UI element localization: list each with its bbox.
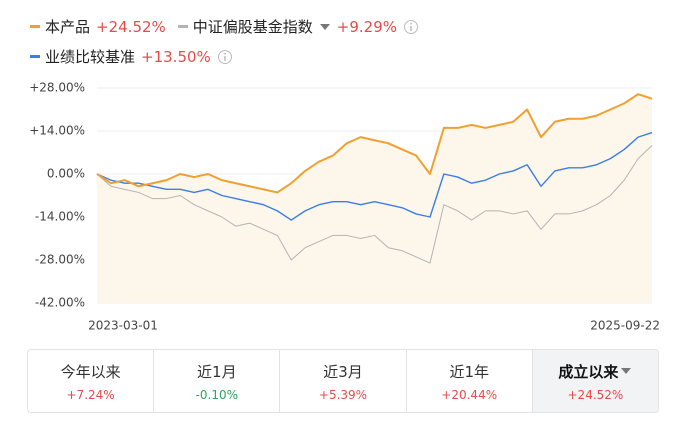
- legend-name: 中证偏股基金指数: [192, 18, 313, 36]
- period-tab[interactable]: 近3月 +5.39%: [280, 350, 407, 412]
- legend-swatch: [177, 25, 188, 28]
- period-tab[interactable]: 近1月 -0.10%: [154, 350, 281, 412]
- legend-return: +24.52%: [96, 17, 166, 36]
- legend-name: 本产品: [45, 18, 91, 36]
- period-tabs: 今年以来 +7.24% 近1月 -0.10% 近3月 +5.39% 近1年 +20.44% 成立…: [27, 349, 659, 413]
- tab-label: 近3月: [323, 361, 363, 382]
- legend-row: 业绩比较基准 +13.50%: [30, 46, 245, 67]
- legend-name: 业绩比较基准: [45, 48, 136, 66]
- legend-item: 业绩比较基准 +13.50%: [30, 46, 233, 67]
- tab-return: -0.10%: [195, 387, 239, 402]
- tab-label-text: 近3月: [323, 362, 363, 381]
- legend-return: +13.50%: [141, 47, 211, 66]
- tab-return: +24.52%: [567, 387, 624, 402]
- y-tick-label: -42.00%: [35, 296, 85, 310]
- y-tick-label: +14.00%: [29, 124, 85, 138]
- series-line: [96, 93, 653, 194]
- legend-item: 本产品 +24.52%: [30, 16, 166, 37]
- legend-swatch: [30, 55, 40, 58]
- legend-item[interactable]: 中证偏股基金指数 +9.29%: [177, 16, 419, 37]
- legend-row: 本产品 +24.52% 中证偏股基金指数 +9.29%: [30, 16, 431, 37]
- dropdown-arrow[interactable]: [319, 22, 331, 32]
- period-tab[interactable]: 今年以来 +7.24%: [28, 350, 155, 412]
- tab-return: +7.24%: [66, 387, 115, 402]
- area-fill: [97, 94, 652, 304]
- tab-label-text: 近1年: [449, 362, 489, 381]
- period-tab[interactable]: 近1年 +20.44%: [407, 350, 533, 412]
- x-tick-label: 2023-03-01: [88, 319, 158, 333]
- chart: +28.00% +14.00% 0.00% -14.00% -28.00% -42.00%…: [29, 81, 660, 333]
- series-line: [96, 145, 653, 264]
- series-line: [96, 131, 653, 221]
- x-tick-label: 2025-09-22: [590, 319, 660, 333]
- tab-label-text: 今年以来: [60, 362, 121, 381]
- tab-label: 成立以来: [558, 361, 632, 382]
- tab-label: 近1月: [197, 361, 237, 382]
- info-icon[interactable]: [403, 19, 419, 35]
- y-tick-label: 0.00%: [47, 167, 85, 181]
- y-tick-label: +28.00%: [29, 81, 85, 95]
- legend-return: +9.29%: [336, 17, 398, 36]
- tab-label-text: 成立以来: [558, 362, 619, 381]
- y-tick-label: -28.00%: [35, 253, 85, 267]
- y-tick-label: -14.00%: [35, 210, 85, 224]
- tab-label: 今年以来: [61, 361, 121, 382]
- info-icon[interactable]: [217, 49, 233, 65]
- tab-label: 近1年: [449, 361, 489, 382]
- tab-return: +20.44%: [441, 387, 498, 402]
- tab-label-text: 近1月: [197, 362, 237, 381]
- tab-return: +5.39%: [318, 387, 368, 402]
- legend-swatch: [30, 25, 40, 28]
- dropdown-arrow: [621, 368, 632, 374]
- period-tab[interactable]: 成立以来 +24.52%: [532, 350, 658, 412]
